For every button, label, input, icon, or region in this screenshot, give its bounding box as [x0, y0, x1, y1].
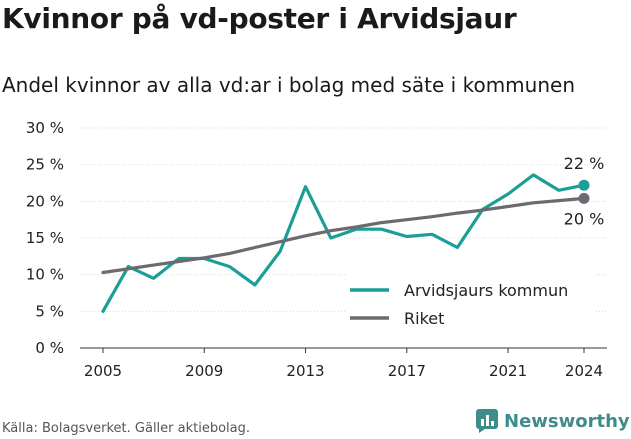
series-line-0 [101, 173, 586, 313]
end-value-label: 20 % [564, 209, 605, 228]
chart-title: Kvinnor på vd-poster i Arvidsjaur [2, 2, 517, 35]
bar-chart-icon [476, 409, 498, 433]
y-tick-label: 5 % [35, 302, 64, 320]
end-value-label: 22 % [564, 154, 605, 173]
series-end-point-1 [578, 192, 590, 204]
y-tick-label: 20 % [26, 192, 64, 210]
x-tick-label: 2005 [84, 362, 122, 380]
x-tick-label: 2017 [388, 362, 426, 380]
line-chart: 0 % 5 % 10 % 15 % 20 % 25 % 30 % 2005 2009 2013 20… [26, 119, 607, 380]
x-tick-label: 2009 [185, 362, 223, 380]
source-note: Källa: Bolagsverket. Gäller aktiebolag. [2, 421, 251, 436]
legend-box [346, 272, 594, 336]
legend-label: Riket [404, 309, 444, 328]
y-tick-label: 30 % [26, 119, 64, 137]
x-tick-label: 2021 [489, 362, 527, 380]
series-end-point-0 [578, 179, 590, 191]
x-tick-label: 2013 [286, 362, 324, 380]
y-tick-label: 15 % [26, 229, 64, 247]
x-tick-label: 2024 [565, 362, 603, 380]
y-tick-label: 0 % [35, 339, 64, 357]
chart-subtitle: Andel kvinnor av alla vd:ar i bolag med … [2, 73, 575, 97]
brand-name: Newsworthy [504, 410, 630, 432]
y-tick-label: 25 % [26, 156, 64, 174]
legend-label: Arvidsjaurs kommun [404, 281, 568, 300]
y-tick-label: 10 % [26, 266, 64, 284]
series-line-1 [101, 196, 586, 275]
brand-logo[interactable]: Newsworthy [476, 406, 630, 436]
